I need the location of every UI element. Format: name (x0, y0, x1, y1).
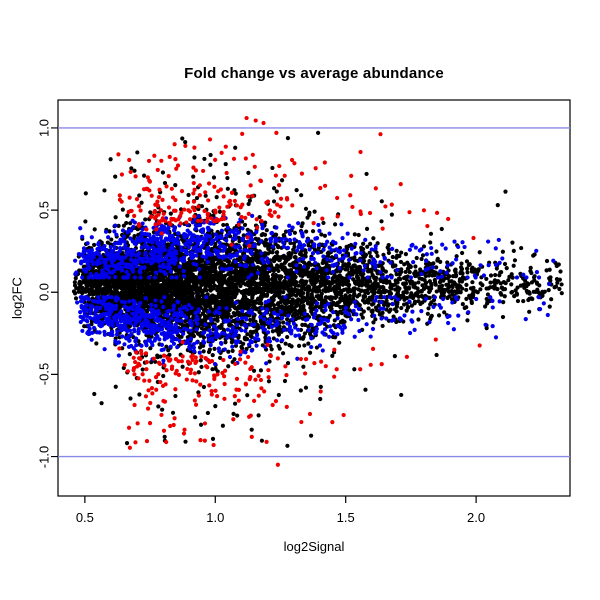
y-axis-tick-label: 1.0 (36, 118, 52, 137)
y-axis-tick-label: 0.0 (36, 283, 52, 302)
x-axis-title: log2Signal (283, 539, 345, 554)
x-axis-tick-label: 0.5 (75, 510, 94, 525)
x-axis-tick-label: 2.0 (467, 510, 486, 525)
y-axis-title: log2FC (9, 277, 25, 319)
chart-title: Fold change vs average abundance (184, 65, 444, 82)
y-axis-tick-label: -0.5 (36, 363, 52, 386)
y-axis-tick-label: -1.0 (36, 445, 52, 468)
y-axis-tick-label: 0.5 (36, 201, 52, 220)
x-axis-tick-label: 1.5 (336, 510, 355, 525)
x-axis-tick-label: 1.0 (206, 510, 225, 525)
